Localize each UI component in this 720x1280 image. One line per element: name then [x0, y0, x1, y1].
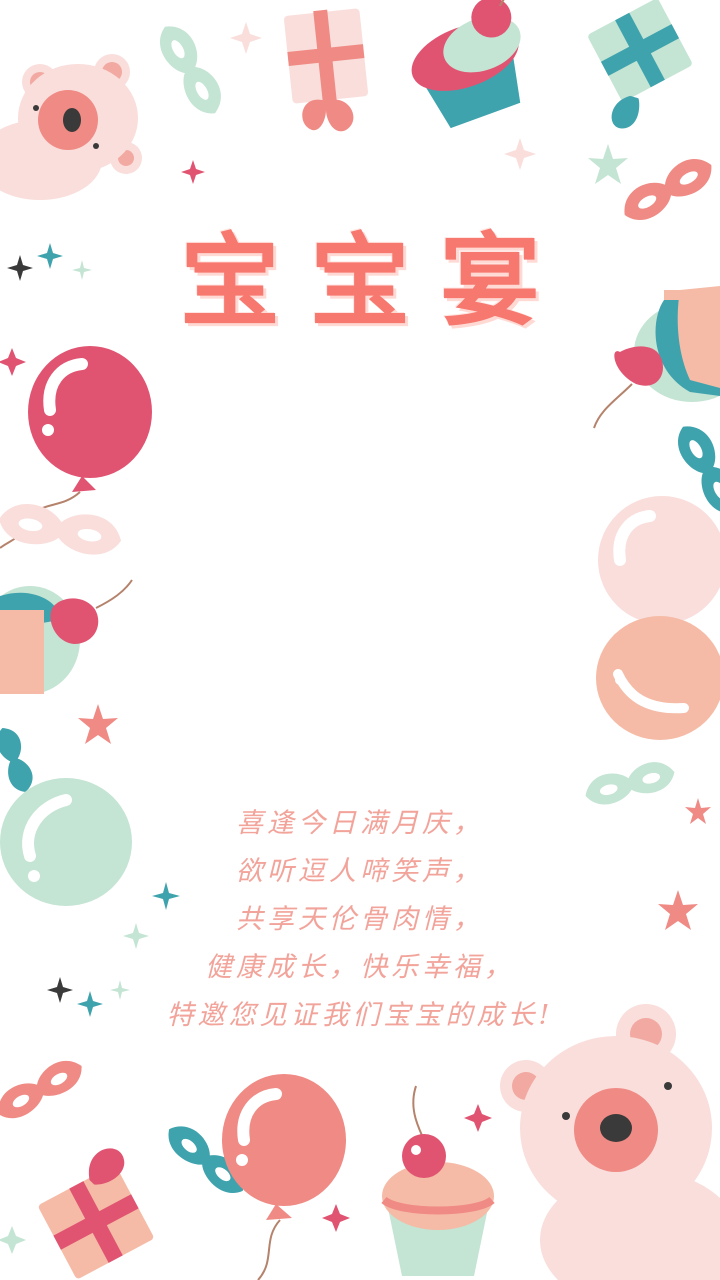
- sparkles-bottom-left-icon: [47, 882, 180, 1017]
- mask-bottom-left-icon: [0, 1060, 82, 1119]
- gift-top-right-icon: [588, 0, 692, 129]
- balloon-right-pink-icon: [598, 496, 720, 624]
- poem-line-4: 健康成长，快乐幸福，: [205, 952, 515, 983]
- gift-top-icon: [284, 8, 368, 132]
- mask-left-middle-icon: [0, 504, 122, 555]
- poem-line-5: 特邀您见证我们宝宝的成长!: [166, 1000, 554, 1031]
- invitation-poem: 喜逢今日满月庆， 欲听逗人啼笑声， 共享天伦骨肉情， 健康成长，快乐幸福， 特邀…: [0, 800, 720, 1040]
- star-bottom-left-icon: [0, 1226, 26, 1254]
- bear-top-left-icon: [0, 54, 142, 200]
- mask-right-icon: [678, 426, 720, 514]
- mask-bottom-teal-icon: [168, 1126, 244, 1193]
- mask-top-left-icon: [160, 26, 221, 114]
- star-top-2-icon: [181, 160, 205, 184]
- star-top-right-2-icon: [504, 138, 536, 170]
- star-bottom-right-icon: [464, 1104, 492, 1132]
- mask-left-teal-icon: [0, 728, 33, 792]
- balloon-left-icon: [0, 346, 152, 549]
- poem-line-2: 欲听逗人啼笑声，: [236, 856, 484, 887]
- mask-right-small-icon: [585, 762, 675, 805]
- star-right-2-icon: [658, 890, 698, 930]
- star-bottom-center-icon: [322, 1204, 350, 1232]
- cupcake-top-icon: [411, 0, 531, 129]
- balloon-bottom-icon: [222, 1074, 346, 1280]
- gift-bottom-left-icon: [38, 1148, 154, 1279]
- balloon-right-peach-icon: [596, 616, 720, 740]
- balloon-left-mint-icon: [0, 778, 132, 906]
- cupcake-left-icon: [0, 579, 133, 694]
- mask-right-top-icon: [624, 159, 712, 220]
- page-title: 宝宝宴: [180, 223, 570, 340]
- star-left-1-icon: [78, 704, 118, 744]
- sparkles-left-icon: [0, 243, 92, 376]
- cupcake-right-icon: [593, 286, 720, 429]
- star-top-1-icon: [230, 22, 262, 54]
- bear-bottom-right-icon: [500, 1004, 720, 1280]
- star-top-right-1-icon: [588, 144, 628, 184]
- star-right-1-icon: [685, 798, 711, 824]
- poem-line-3: 共享天伦骨肉情，: [236, 904, 484, 935]
- cupcake-bottom-icon: [381, 1085, 495, 1276]
- poem-line-1: 喜逢今日满月庆，: [236, 808, 484, 839]
